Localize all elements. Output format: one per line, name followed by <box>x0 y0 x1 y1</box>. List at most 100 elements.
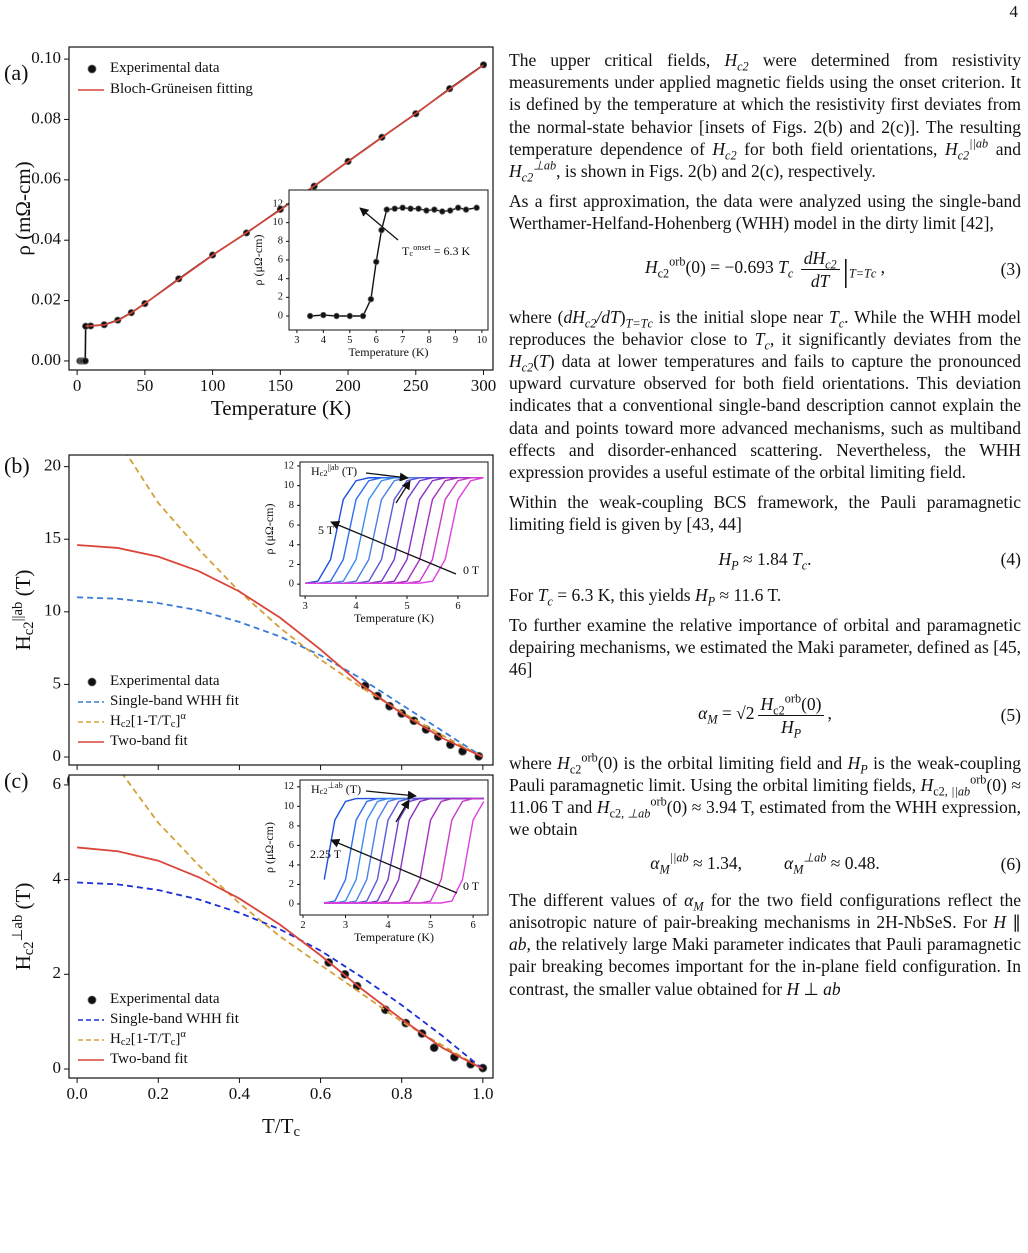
data-point <box>431 206 438 213</box>
x-tick-label: 1.0 <box>472 1084 493 1103</box>
y-tick-label: 12 <box>284 460 295 471</box>
text-part: [1-T/T <box>131 1031 171 1047</box>
legend-label: Experimental data <box>110 991 220 1007</box>
text-part: Experimental data <box>110 991 220 1007</box>
text-part: orb <box>784 691 802 706</box>
x-tick-label: 200 <box>335 376 361 395</box>
annotation-arrow <box>330 838 458 894</box>
text-part: The different values of <box>509 889 685 910</box>
x-tick-label: 0.2 <box>148 1084 169 1103</box>
x-tick-label: 6 <box>374 335 379 346</box>
plot-frame <box>68 454 494 766</box>
y-tick-label: 6 <box>53 774 62 793</box>
text-part: orb <box>581 750 598 765</box>
x-axis-label: Temperature (K) <box>354 930 434 944</box>
text-part: H <box>712 138 726 159</box>
data-point <box>429 1043 439 1053</box>
equation-number: (6) <box>1000 853 1021 874</box>
text-part: T <box>828 306 839 327</box>
text-part: P <box>731 557 739 572</box>
y-axis-label: Hc2||ab (T) <box>10 570 37 651</box>
text-part: onset <box>413 243 431 252</box>
text-part: , <box>876 257 886 278</box>
plot-frame <box>299 779 489 916</box>
text-part: (0) is the orbital limiting field and <box>597 752 848 773</box>
text-part: , the relatively large Maki parameter in… <box>509 934 1021 999</box>
text-part: c2 <box>569 761 582 776</box>
y-tick-label: 8 <box>289 500 294 511</box>
text-part: T/T <box>262 1114 294 1138</box>
equation-number: (4) <box>1000 548 1021 569</box>
text-part: 0 T <box>463 563 480 577</box>
denominator: HP <box>758 716 825 739</box>
text-part: dT <box>810 270 830 291</box>
x-tick-label: 5 <box>404 601 409 612</box>
y-tick-label: 8 <box>289 820 294 831</box>
text-part: c2 <box>725 148 737 163</box>
text-part: ⊥ab <box>803 851 827 866</box>
x-tick-label: 300 <box>471 376 497 395</box>
text-part: ≈ 1.34, <box>688 853 743 874</box>
plot-background <box>289 190 488 330</box>
text-part: = √2 <box>717 703 755 724</box>
text-part: c2 <box>521 170 534 185</box>
annotation-arrow <box>365 472 409 482</box>
legend-label: Two-band fit <box>110 1051 189 1067</box>
series-group <box>306 204 480 320</box>
text-part: T=T <box>625 315 648 330</box>
text-part: α <box>684 889 694 910</box>
y-tick-label: 0 <box>53 1058 62 1077</box>
x-tick-label: 5 <box>347 335 352 346</box>
text-part: T <box>778 257 788 278</box>
text-part: ) data at lower temperatures and fails t… <box>509 351 1021 483</box>
legend-label: Experimental data <box>110 673 220 689</box>
data-point <box>415 205 422 212</box>
x-tick-label: 5 <box>428 920 433 931</box>
text-column: The upper critical fields, Hc2 were dete… <box>509 49 1021 1008</box>
y-tick-label: 4 <box>53 869 62 888</box>
data-point <box>359 312 367 320</box>
text-part: H <box>644 257 658 278</box>
annotation-arrow <box>330 520 457 575</box>
data-point <box>391 205 398 212</box>
text-part: M <box>693 898 704 913</box>
y-tick-label: 4 <box>289 859 295 870</box>
text-part: H <box>760 693 774 714</box>
text-part: H <box>944 138 958 159</box>
text-part: orb <box>970 772 987 787</box>
text-part: Experimental data <box>110 673 220 689</box>
text-part: T <box>754 328 765 349</box>
text-part: 5 T <box>318 523 335 537</box>
series-group <box>304 477 484 584</box>
text-part: H <box>11 635 35 650</box>
x-tick-label: 10 <box>477 335 488 346</box>
text-part: α <box>784 853 794 874</box>
text-part: Single-band WHH fit <box>110 1011 240 1027</box>
y-tick-label: 5 <box>53 673 62 692</box>
data-point <box>346 312 353 320</box>
text-part: (T) <box>11 883 35 915</box>
text-part: orb <box>669 254 686 269</box>
text-part: H <box>110 1031 121 1047</box>
x-tick-label: 7 <box>400 335 405 346</box>
text-part: c <box>409 249 413 258</box>
y-axis-label: ρ (μΩ-cm) <box>251 235 265 286</box>
y-tick-label: 0.08 <box>31 108 61 127</box>
text-part: c2 <box>21 941 37 955</box>
panel-label: (a) <box>4 60 28 85</box>
text-part: c2 <box>21 621 37 635</box>
text-part: dH <box>803 247 826 268</box>
data-point <box>407 205 414 212</box>
text-part: [1-T/T <box>131 713 171 729</box>
legend-swatch <box>87 64 97 74</box>
text-part: Temperature (K) <box>348 345 428 359</box>
x-tick-label: 0.6 <box>310 1084 331 1103</box>
text-part: H <box>847 752 861 773</box>
text-part <box>793 257 797 277</box>
x-tick-label: 6 <box>455 601 460 612</box>
equation: αM = √2 Hc2orb(0) HP, (5) <box>509 691 1021 739</box>
x-tick-label: 0.0 <box>66 1084 87 1103</box>
numerator: Hc2orb(0) <box>757 691 825 716</box>
text-part: ρ (mΩ-cm) <box>11 161 35 255</box>
text-part: Two-band fit <box>110 1051 189 1067</box>
